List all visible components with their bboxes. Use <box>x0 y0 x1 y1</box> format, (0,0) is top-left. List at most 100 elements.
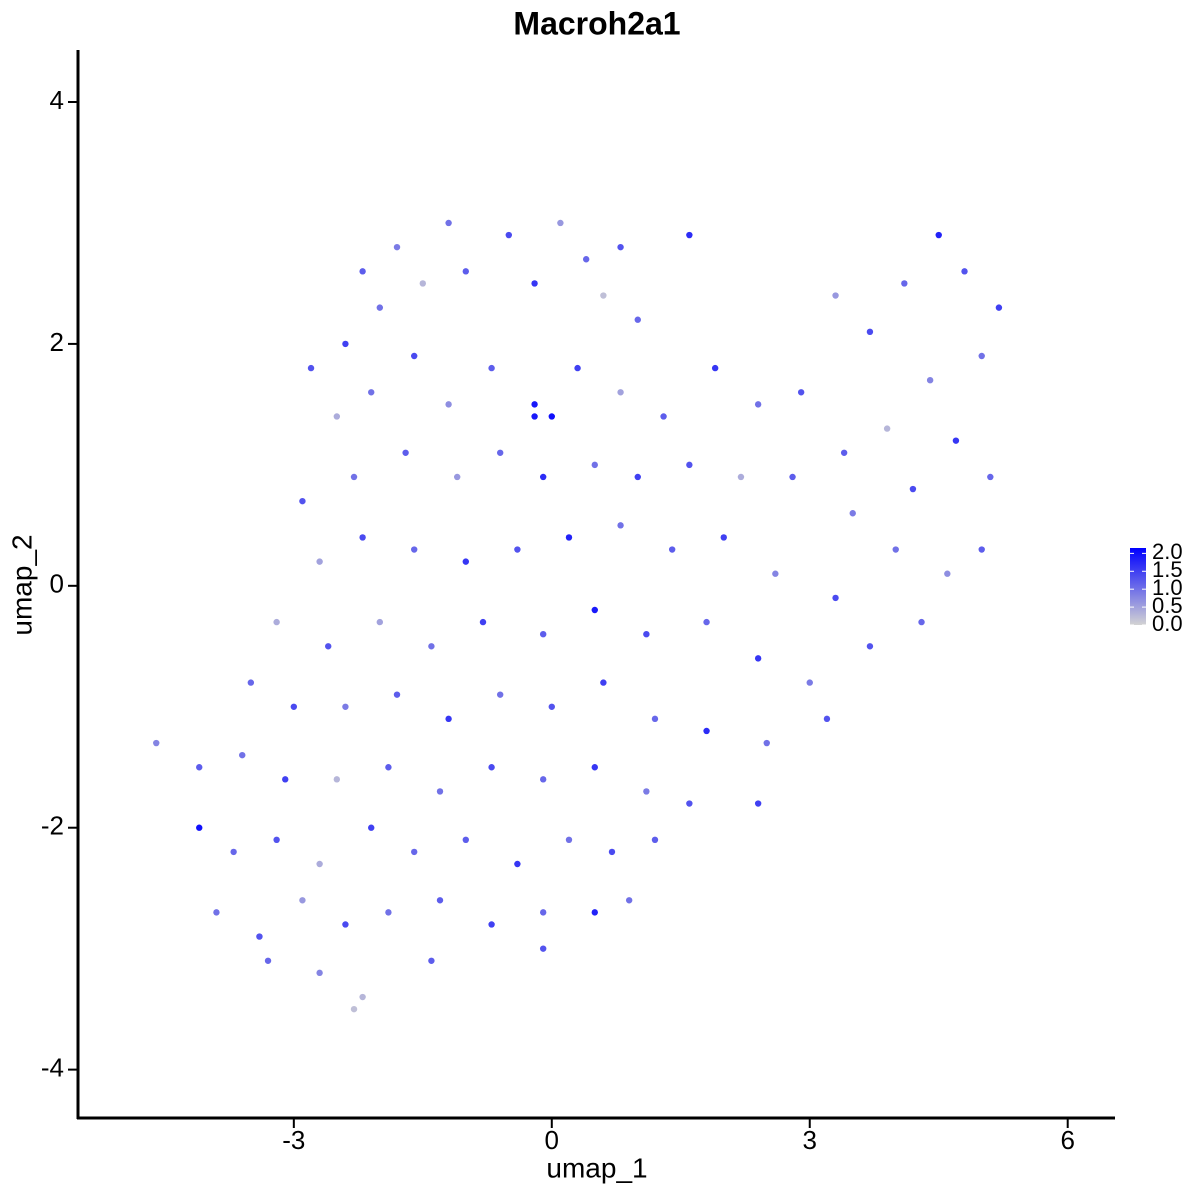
point <box>196 824 203 831</box>
point <box>411 848 418 856</box>
point <box>832 292 839 299</box>
point <box>411 352 418 360</box>
point <box>574 364 581 372</box>
point <box>488 764 495 771</box>
point <box>496 691 504 698</box>
point <box>393 691 401 698</box>
point <box>866 328 874 336</box>
point <box>316 558 323 565</box>
point <box>617 243 624 251</box>
point <box>376 618 384 626</box>
point <box>935 231 942 239</box>
point <box>196 764 203 771</box>
point <box>591 909 598 916</box>
point <box>350 473 358 481</box>
point <box>608 848 616 856</box>
y-tick-label: 0 <box>50 569 64 599</box>
point <box>445 401 452 408</box>
x-tick-label: 0 <box>545 1125 559 1155</box>
point <box>772 570 779 577</box>
point <box>514 860 521 868</box>
point <box>806 679 813 686</box>
point <box>436 788 444 795</box>
point <box>686 800 693 807</box>
colorbar <box>1130 548 1146 625</box>
point <box>617 389 624 396</box>
point <box>892 546 899 553</box>
y-tick-label: -4 <box>41 1052 64 1082</box>
point <box>539 776 547 783</box>
point <box>359 268 366 275</box>
point <box>617 522 624 529</box>
point <box>961 268 968 275</box>
point <box>153 739 160 747</box>
point <box>901 280 908 287</box>
point <box>582 256 590 263</box>
point <box>668 546 676 553</box>
point <box>789 473 796 481</box>
point <box>600 292 607 299</box>
point <box>763 739 770 747</box>
colorbar-tick-label: 2.0 <box>1152 539 1183 564</box>
point <box>488 364 495 372</box>
point <box>359 534 366 541</box>
point <box>548 703 555 710</box>
point <box>651 715 659 723</box>
point <box>239 751 246 759</box>
point <box>832 594 839 602</box>
point <box>754 655 762 662</box>
point <box>531 280 538 287</box>
point <box>703 618 710 626</box>
point <box>849 510 856 517</box>
point <box>333 776 341 783</box>
point <box>230 848 237 856</box>
point <box>978 352 985 360</box>
point <box>368 824 375 831</box>
point <box>634 473 641 481</box>
point <box>823 715 831 723</box>
point <box>539 630 547 638</box>
x-tick-label: 6 <box>1060 1125 1074 1155</box>
point <box>686 231 693 239</box>
point <box>995 304 1003 311</box>
point <box>643 788 650 795</box>
x-axis-label: umap_1 <box>546 1152 647 1183</box>
point <box>720 534 727 541</box>
point <box>325 643 332 650</box>
point <box>514 546 521 553</box>
colorbar-tick-label: 0.0 <box>1152 611 1183 636</box>
point <box>419 280 427 287</box>
y-axis-label: umap_2 <box>6 534 37 635</box>
point <box>557 219 564 227</box>
point <box>213 909 220 916</box>
point <box>591 764 598 771</box>
point <box>264 957 272 964</box>
point <box>625 897 633 904</box>
point <box>539 473 547 481</box>
point <box>643 630 650 638</box>
y-tick-label: -2 <box>41 811 64 841</box>
point <box>368 389 375 396</box>
point <box>909 485 917 493</box>
point <box>866 643 874 650</box>
point <box>660 413 667 420</box>
point <box>634 316 641 323</box>
point <box>307 364 315 372</box>
point <box>531 413 538 420</box>
colorbar-tick-label: 1.5 <box>1152 557 1183 582</box>
point <box>376 304 384 311</box>
colorbar-tick-label: 0.5 <box>1152 593 1183 618</box>
point <box>462 836 470 844</box>
y-tick-label: 2 <box>50 327 64 357</box>
point <box>651 836 659 844</box>
point <box>754 401 762 408</box>
point <box>591 461 598 469</box>
point <box>316 969 323 977</box>
x-tick-label: -3 <box>282 1125 305 1155</box>
point <box>926 376 934 384</box>
point <box>565 836 573 844</box>
point <box>539 945 547 952</box>
point <box>505 231 512 239</box>
point <box>428 957 435 964</box>
